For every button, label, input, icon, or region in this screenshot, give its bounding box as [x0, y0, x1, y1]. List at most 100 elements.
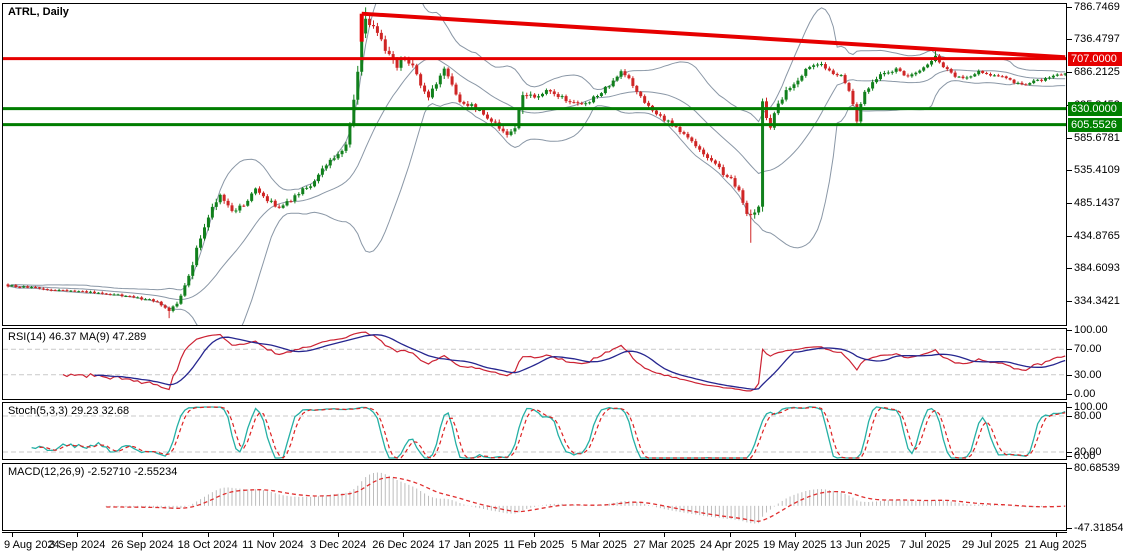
candle-body — [391, 54, 395, 60]
candle-body — [136, 297, 140, 299]
candle-body — [588, 102, 592, 104]
candle-body — [301, 188, 305, 195]
candle-body — [41, 288, 45, 290]
price-axis-tick-mark — [1067, 468, 1072, 469]
price-axis-tick-mark — [1067, 301, 1072, 302]
candle-body — [910, 74, 914, 77]
rsi-axis-tick-label: 30.00 — [1074, 368, 1102, 381]
main-chart-panel: ATRL, Daily — [2, 3, 1067, 326]
date-axis-label: 29 Jul 2025 — [962, 539, 1019, 551]
candle-body — [564, 96, 568, 102]
candle-body — [517, 109, 521, 129]
main-chart-canvas[interactable] — [3, 4, 1066, 325]
candle-body — [348, 124, 352, 145]
date-axis-tick-mark — [142, 533, 144, 537]
candle-body — [729, 176, 733, 179]
candle-body — [902, 71, 906, 76]
candle-body — [53, 290, 57, 292]
candle-body — [725, 175, 729, 177]
candle-body — [214, 202, 218, 207]
macd-signal-line — [106, 476, 1066, 523]
candle-body — [1063, 73, 1066, 75]
candle-body — [1047, 77, 1051, 79]
candle-body — [800, 75, 804, 81]
candle-body — [379, 32, 383, 40]
candle-body — [285, 201, 289, 206]
candle-body — [482, 109, 486, 115]
candle-body — [965, 77, 969, 79]
stochastic-canvas[interactable] — [3, 403, 1066, 459]
candle-body — [949, 69, 953, 73]
candle-body — [1008, 78, 1012, 80]
candle-body — [544, 90, 548, 94]
date-axis-label: 24 Apr 2025 — [699, 539, 760, 551]
date-axis[interactable]: 9 Aug 2024 3 Sep 2024 26 Sep 2024 18 Oct 20… — [2, 532, 1087, 554]
price-axis-tick-label: 485.1437 — [1074, 196, 1120, 209]
candle-body — [953, 72, 957, 77]
candle-body — [784, 90, 788, 100]
date-axis-tick-mark — [403, 533, 405, 537]
candle-body — [100, 292, 104, 294]
candle-body — [804, 68, 808, 76]
candle-body — [969, 76, 973, 78]
candle-body — [371, 25, 375, 27]
rsi-axis-tick-label: 0.00 — [1074, 388, 1096, 400]
price-level-badge: 707.0000 — [1068, 51, 1122, 66]
candle-body — [305, 187, 309, 189]
price-axis-tick-label: 686.2125 — [1074, 66, 1120, 79]
candle-body — [293, 195, 297, 202]
candle-body — [230, 205, 234, 211]
candle-body — [116, 294, 120, 296]
date-axis-label: 13 Jun 2025 — [829, 539, 891, 551]
date-axis-tick-mark — [664, 533, 666, 537]
candle-body — [812, 65, 816, 67]
candle-body — [171, 306, 175, 311]
price-axis-tick-label: 585.6781 — [1074, 131, 1120, 144]
price-axis-tick-mark — [1067, 349, 1072, 351]
candle-body — [709, 158, 713, 161]
price-axis-tick-mark — [1067, 39, 1072, 41]
candle-body — [1036, 79, 1040, 81]
candle-body — [572, 102, 576, 104]
stoch-axis-tick-label: 80.00 — [1074, 410, 1102, 422]
candle-body — [313, 181, 317, 187]
candle-body — [757, 206, 761, 213]
stoch-k-line — [31, 406, 1066, 459]
candle-body — [682, 132, 686, 134]
candle-body — [30, 287, 34, 289]
candle-body — [615, 76, 619, 81]
price-axis[interactable]: 786.7469736.4797686.2125635.9453585.6781… — [1067, 0, 1123, 554]
candle-body — [454, 84, 458, 95]
candle-body — [1059, 74, 1063, 76]
price-axis-tick-mark — [1067, 416, 1072, 417]
candle-body — [183, 285, 187, 296]
candle-body — [1016, 82, 1020, 84]
date-axis-label: 3 Dec 2024 — [309, 539, 367, 551]
candle-body — [926, 64, 930, 68]
date-axis-tick-mark — [207, 533, 209, 537]
candle-body — [191, 265, 195, 276]
candle-body — [124, 295, 128, 297]
stoch-d-line — [39, 406, 1066, 459]
macd-canvas[interactable] — [3, 464, 1066, 530]
candle-body — [442, 68, 446, 76]
candle-body — [753, 212, 757, 215]
candle-body — [277, 206, 281, 208]
candle-body — [383, 39, 387, 51]
candle-body — [878, 74, 882, 80]
candle-body — [49, 289, 53, 291]
candle-body — [493, 121, 497, 123]
date-axis-tick-mark — [272, 533, 274, 537]
rsi-canvas[interactable] — [3, 329, 1066, 399]
candle-body — [10, 285, 14, 287]
candle-body — [450, 76, 454, 85]
candle-body — [509, 131, 513, 135]
candle-body — [525, 95, 529, 97]
candle-body — [867, 88, 871, 92]
price-axis-tick-label: 786.7469 — [1074, 0, 1120, 13]
candle-body — [914, 72, 918, 75]
candle-body — [179, 295, 183, 304]
date-axis-label: 19 May 2025 — [762, 539, 827, 551]
candle-body — [309, 186, 313, 188]
candle-body — [344, 144, 348, 151]
